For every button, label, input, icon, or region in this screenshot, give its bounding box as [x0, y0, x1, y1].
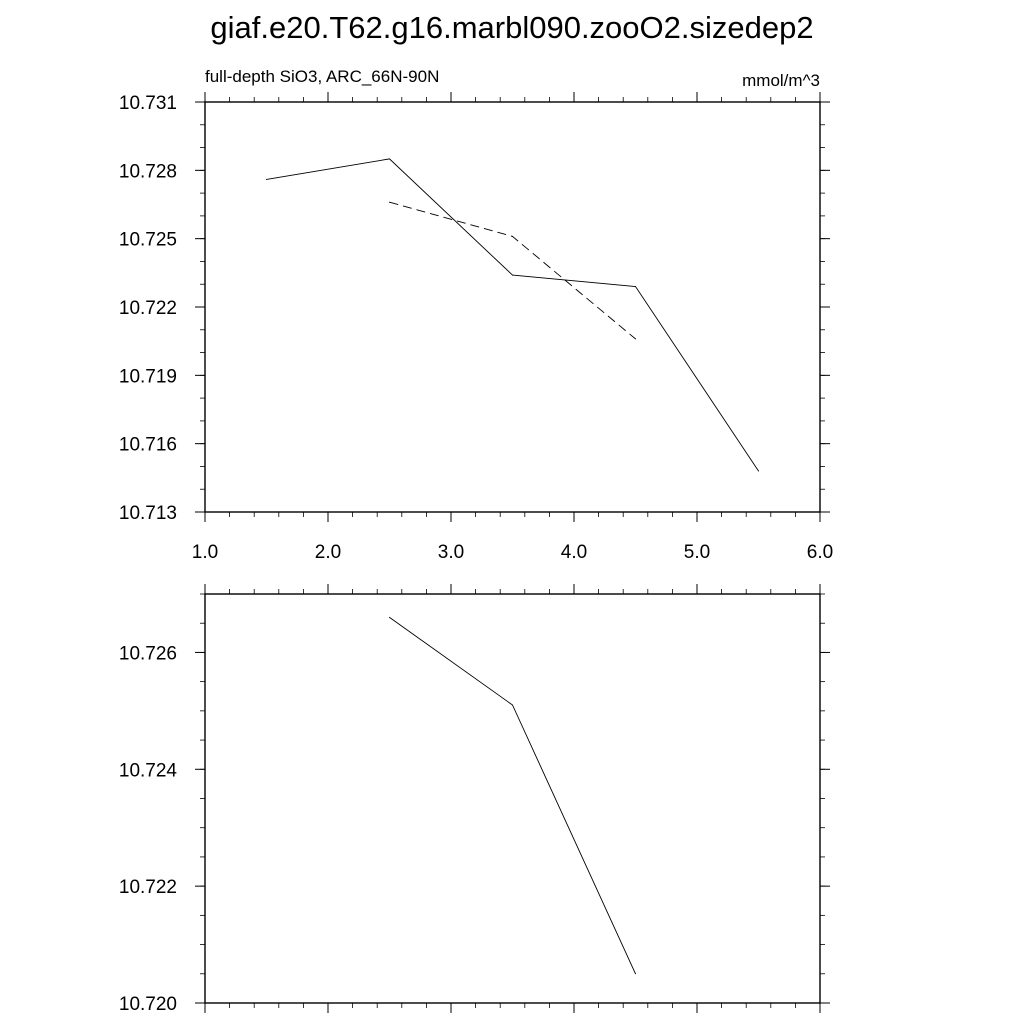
panel-1-series-solid-point: [758, 470, 759, 472]
panel-1-subtitle-right: mmol/m^3: [742, 71, 820, 90]
panel-2-y-tick-label: 10.724: [119, 760, 178, 781]
panel-1-y-tick-label: 10.716: [119, 435, 177, 456]
panel-1-series-dashed-point: [512, 235, 513, 237]
panel-1-series-dashed-point: [635, 338, 636, 340]
panel-1-subtitle-left: full-depth SiO3, ARC_66N-90N: [205, 67, 439, 86]
panel-1-y-tick-label: 10.725: [119, 230, 177, 251]
panel-1-series-solid-point: [512, 274, 513, 276]
panel-1-series-solid-point: [389, 158, 390, 160]
panel-1-x-tick-label: 2.0: [315, 542, 341, 563]
panel-2-series-solid-point: [512, 704, 513, 706]
panel-1-y-tick-label: 10.722: [119, 298, 177, 319]
panel-1-x-tick-label: 1.0: [192, 542, 218, 563]
panel-1-x-tick-label: 5.0: [684, 542, 710, 563]
panel-2-y-tick-label: 10.726: [119, 643, 177, 664]
panel-1-y-tick-label: 10.728: [119, 161, 177, 182]
panel-2: 10.720 10.722 10.724 10.726: [119, 584, 830, 1015]
panel-1-x-tick-label: 6.0: [807, 542, 833, 563]
panel-1-series-dashed-point: [389, 201, 390, 203]
panel-1-y-tick-label: 10.719: [119, 366, 177, 387]
panel-1-y-tick-label: 10.713: [119, 503, 177, 524]
panel-1-x-tick-label: 4.0: [561, 542, 587, 563]
figure-title: giaf.e20.T62.g16.marbl090.zooO2.sizedep2: [210, 10, 813, 45]
panel-1-y-tick-label: 10.731: [119, 93, 177, 114]
panel-1-series-solid-point: [635, 286, 636, 287]
panel-2-y-tick-label: 10.720: [119, 994, 177, 1015]
panel-1-series-solid-point: [266, 178, 267, 180]
panel-1: 1.0 2.0 3.0 4.0 5.0 6.0 10.713 10.716 10.719 10.7…: [119, 92, 833, 563]
panel-1-x-tick-label: 3.0: [438, 542, 464, 563]
panel-2-series-solid-point: [389, 616, 390, 618]
panel-2-y-tick-label: 10.722: [119, 877, 177, 898]
panel-2-series-solid-point: [635, 973, 636, 975]
